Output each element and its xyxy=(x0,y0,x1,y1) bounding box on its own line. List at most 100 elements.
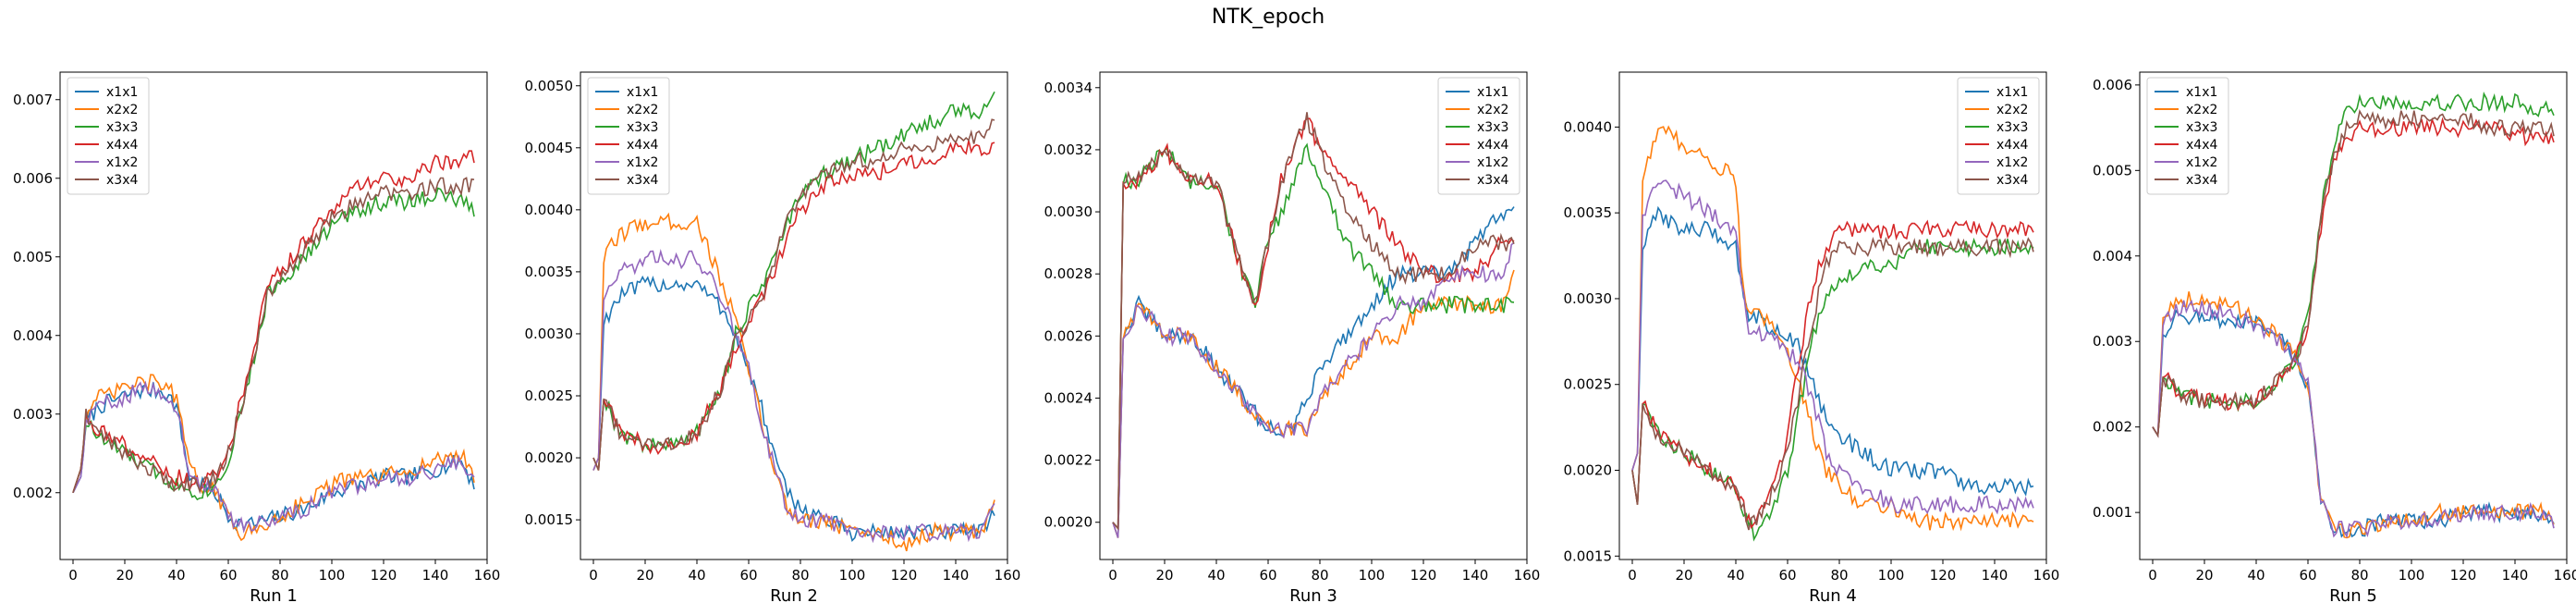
y-tick-label: 0.0026 xyxy=(1044,327,1093,344)
legend-label-x2x2: x2x2 xyxy=(627,103,658,117)
x-tick-label: 120 xyxy=(1930,567,1957,584)
x-tick-label: 80 xyxy=(1311,567,1328,584)
subplot-5: 0 20 40 60 80 100 120 140 160 0.001 0.002 0.003 0.00… xyxy=(2093,71,2576,606)
x-tick-label: 160 xyxy=(995,567,1021,584)
y-tick-label: 0.0022 xyxy=(1044,452,1093,469)
series-line-x1x2 xyxy=(592,249,995,544)
subplot-3: 0 20 40 60 80 100 120 140 160 0.0020 0.0022 0.0024 0… xyxy=(1044,71,1541,606)
x-tick-label: 40 xyxy=(2247,567,2265,584)
legend-label-x3x4: x3x4 xyxy=(106,173,138,188)
legend-label-x2x2: x2x2 xyxy=(1477,103,1508,117)
legend-label-x2x2: x2x2 xyxy=(106,103,138,117)
legend-label-x1x2: x1x2 xyxy=(1477,155,1508,170)
series-line-x1x1 xyxy=(1112,206,1515,538)
y-tick-label: 0.003 xyxy=(2093,333,2132,350)
series-line-x1x2 xyxy=(2152,299,2555,539)
subplots: 0 20 40 60 80 100 120 140 160 0.002 0.003 0.004 0.00… xyxy=(13,71,2576,606)
legend-label-x1x1: x1x1 xyxy=(106,85,138,100)
series-line-x3x4 xyxy=(1631,236,2034,531)
legend-label-x3x4: x3x4 xyxy=(2186,173,2217,188)
series-line-x1x2 xyxy=(1112,241,1515,538)
y-tick-label: 0.0035 xyxy=(1564,204,1613,221)
x-tick-label: 60 xyxy=(1778,567,1796,584)
x-tick-label: 20 xyxy=(2195,567,2213,584)
figure-title: NTK_epoch xyxy=(1212,6,1325,29)
legend-label-x1x1: x1x1 xyxy=(1477,85,1508,100)
series-line-x4x4 xyxy=(72,150,475,494)
legend-label-x2x2: x2x2 xyxy=(1996,103,2028,117)
series-line-x4x4 xyxy=(1631,219,2034,530)
series-lines xyxy=(592,91,995,552)
x-axis-label: Run 2 xyxy=(770,586,818,606)
x-tick-label: 160 xyxy=(1514,567,1541,584)
y-tick-label: 0.007 xyxy=(13,92,53,108)
legend-label-x4x4: x4x4 xyxy=(627,138,658,153)
legend-label-x4x4: x4x4 xyxy=(106,138,138,153)
legend-label-x2x2: x2x2 xyxy=(2186,103,2217,117)
axes-frame xyxy=(1099,71,1528,560)
series-lines xyxy=(2152,92,2555,539)
y-tick-label: 0.0030 xyxy=(1044,203,1093,220)
x-tick-label: 120 xyxy=(371,567,397,584)
legend: x1x1 x2x2 x3x3 x4x4 x1x2 x3x4 xyxy=(587,77,670,195)
series-line-x1x1 xyxy=(1631,205,2034,497)
x-tick-label: 40 xyxy=(1727,567,1744,584)
axes-frame xyxy=(59,71,488,560)
x-tick-label: 80 xyxy=(271,567,288,584)
series-line-x3x3 xyxy=(1631,237,2034,542)
legend: x1x1 x2x2 x3x3 x4x4 x1x2 x3x4 xyxy=(2146,77,2229,195)
legend: x1x1 x2x2 x3x3 x4x4 x1x2 x3x4 xyxy=(1957,77,2040,195)
x-axis-label: Run 1 xyxy=(250,586,298,606)
series-line-x3x4 xyxy=(1112,112,1515,531)
y-tick-label: 0.0045 xyxy=(525,140,574,156)
x-tick-label: 60 xyxy=(219,567,237,584)
x-tick-label: 60 xyxy=(1259,567,1276,584)
series-line-x3x4 xyxy=(2152,109,2555,438)
x-tick-label: 60 xyxy=(739,567,757,584)
series-line-x3x3 xyxy=(2152,92,2555,438)
legend-label-x4x4: x4x4 xyxy=(1477,138,1508,153)
x-tick-label: 140 xyxy=(1982,567,2008,584)
x-tick-label: 120 xyxy=(2450,567,2477,584)
x-tick-label: 40 xyxy=(1207,567,1225,584)
series-line-x1x1 xyxy=(2152,307,2555,538)
legend-box xyxy=(67,77,150,195)
series-lines xyxy=(1631,125,2034,542)
x-tick-label: 160 xyxy=(2554,567,2576,584)
legend-box xyxy=(1437,77,1520,195)
y-tick-label: 0.006 xyxy=(2093,77,2132,93)
y-tick-label: 0.0015 xyxy=(1564,547,1613,564)
legend-label-x3x3: x3x3 xyxy=(1996,120,2028,135)
series-line-x2x2 xyxy=(1112,269,1515,538)
x-tick-label: 60 xyxy=(2299,567,2316,584)
x-axis-label: Run 3 xyxy=(1289,586,1337,606)
x-axis-label: Run 4 xyxy=(1809,586,1857,606)
x-axis-label: Run 5 xyxy=(2329,586,2377,606)
y-tick-label: 0.004 xyxy=(13,327,53,344)
x-tick-label: 0 xyxy=(1628,567,1637,584)
x-tick-label: 80 xyxy=(1830,567,1848,584)
legend-label-x1x1: x1x1 xyxy=(1996,85,2028,100)
x-tick-label: 0 xyxy=(2148,567,2157,584)
x-tick-label: 160 xyxy=(474,567,501,584)
y-tick-label: 0.0028 xyxy=(1044,265,1093,282)
legend-box xyxy=(587,77,670,195)
legend-label-x3x3: x3x3 xyxy=(1477,120,1508,135)
x-tick-label: 80 xyxy=(2350,567,2368,584)
x-tick-label: 100 xyxy=(2399,567,2425,584)
y-tick-label: 0.0032 xyxy=(1044,141,1093,158)
y-tick-label: 0.006 xyxy=(13,170,53,187)
legend-label-x3x3: x3x3 xyxy=(106,120,138,135)
series-line-x3x4 xyxy=(72,177,475,495)
series-line-x2x2 xyxy=(1631,125,2034,532)
legend-box xyxy=(2146,77,2229,195)
legend-label-x3x4: x3x4 xyxy=(627,173,658,188)
y-tick-label: 0.004 xyxy=(2093,248,2132,264)
legend-label-x4x4: x4x4 xyxy=(1996,138,2028,153)
x-tick-label: 140 xyxy=(943,567,970,584)
x-tick-label: 0 xyxy=(68,567,78,584)
x-tick-label: 100 xyxy=(319,567,346,584)
y-tick-label: 0.0025 xyxy=(525,387,574,404)
x-tick-label: 140 xyxy=(2502,567,2529,584)
